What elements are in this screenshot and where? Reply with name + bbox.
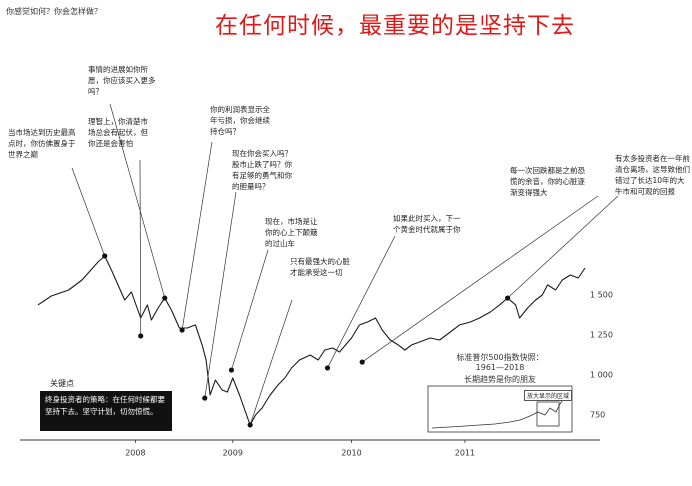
annotation-text: 如果此时买入，下一个黄金时代就属于你 bbox=[393, 214, 461, 234]
key-point-text: 终身投资者的策略：在任何时候都要坚持下去。坚守计划，切勿惊慌。 bbox=[40, 391, 172, 431]
annotation-text: 当市场达到历史最高点时，你仿佛置身于世界之巅 bbox=[8, 128, 76, 159]
y-tick-label: 1 250 bbox=[590, 331, 613, 340]
annotation-leader bbox=[139, 159, 142, 336]
annotation-leader bbox=[204, 191, 237, 399]
annotation-text: 有太多投资者在一年前清仓离场，这导致他们错过了长达10年的大牛市和可观的回报 bbox=[615, 154, 690, 196]
annotation-point bbox=[202, 395, 208, 401]
annotation-leader bbox=[249, 299, 293, 426]
annotation-point bbox=[359, 359, 365, 365]
y-tick-label: 1 500 bbox=[590, 291, 613, 300]
annotation-point bbox=[138, 333, 144, 339]
annotation-text: 现在，市场是让你的心上下颠簸的过山车 bbox=[265, 217, 318, 248]
key-point-label: 关键点 bbox=[50, 379, 74, 388]
annotation-text: 理智上，你清楚市场总会有起伏，但你还是会害怕 bbox=[88, 117, 148, 148]
x-tick-label: 2008 bbox=[125, 449, 145, 458]
annotation-text: 只有最强大的心脏才能承受这一切 bbox=[290, 257, 350, 277]
annotation-text: 你的利润表显示全年亏损，你会继续持仓吗？ bbox=[210, 105, 270, 136]
annotation-text: 每一次回跌都是之前恐慌的余音，你的心脏逐渐变得强大 bbox=[510, 166, 585, 197]
annotation-leader bbox=[507, 195, 619, 299]
annotation-leader bbox=[327, 235, 396, 369]
x-tick-label: 2009 bbox=[223, 449, 243, 458]
annotation-point bbox=[162, 295, 168, 301]
question: 你感觉如何？你会怎样做？ bbox=[6, 7, 102, 16]
annotation-leader bbox=[71, 167, 106, 257]
x-tick-label: 2010 bbox=[341, 449, 361, 458]
annotation-point bbox=[247, 422, 253, 428]
annotation-text: 现在你会买入吗？股市止跌了吗？你有足够的勇气和你的胆量吗？ bbox=[232, 149, 292, 191]
annotation-point bbox=[324, 365, 331, 371]
y-tick-label: 1 000 bbox=[590, 371, 613, 380]
x-tick-label: 2011 bbox=[455, 449, 475, 458]
inset-zoom-label: 放大显示的区域 bbox=[524, 390, 573, 401]
annotation-text: 事情的进展如你所愿，你应该买入更多吗？ bbox=[88, 65, 156, 96]
inset-zoom-box bbox=[536, 401, 560, 427]
annotation-point bbox=[505, 295, 511, 301]
annotation-leader bbox=[181, 141, 213, 331]
inset-caption: 长期趋势是你的朋友 bbox=[464, 375, 536, 384]
y-tick-label: 750 bbox=[590, 411, 605, 420]
annotation-leader bbox=[109, 103, 166, 299]
inset-years: 1961—2018 bbox=[475, 363, 525, 372]
annotation-leader bbox=[361, 195, 599, 363]
annotation-point bbox=[179, 327, 185, 333]
page-title: 在任何时候，最重要的是坚持下去 bbox=[215, 13, 575, 39]
price-line bbox=[37, 255, 586, 426]
annotation-point bbox=[102, 253, 108, 259]
inset-title: 标准普尔500指数快照： bbox=[456, 353, 544, 362]
annotation-point bbox=[228, 367, 235, 373]
annotation-leader bbox=[231, 249, 269, 371]
